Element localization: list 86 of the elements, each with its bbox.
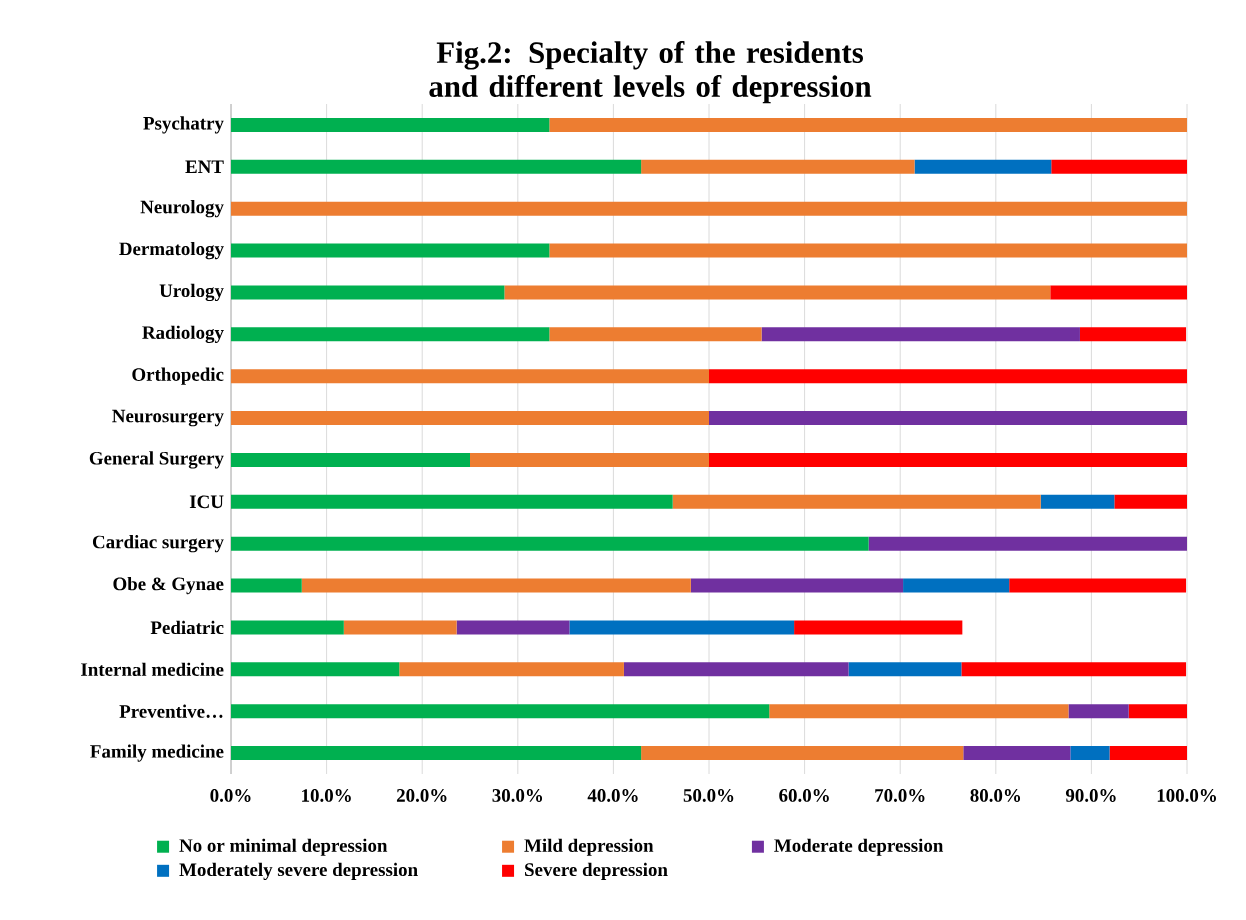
x-tick-label: 100.0% bbox=[1157, 789, 1216, 802]
bar bbox=[641, 159, 915, 174]
y-tick-label: Pediatric bbox=[150, 620, 224, 635]
x-tick-label: 0.0% bbox=[210, 789, 251, 802]
bar bbox=[231, 452, 470, 467]
bar bbox=[1009, 578, 1187, 593]
bar bbox=[301, 578, 691, 593]
chart-title: Fig.2: Specialty of the residents and different levels of depression bbox=[429, 41, 872, 104]
bar bbox=[231, 494, 673, 509]
bar bbox=[231, 620, 344, 635]
bar bbox=[623, 662, 849, 677]
y-tick-label: Family medicine bbox=[90, 744, 224, 762]
bar bbox=[961, 662, 1187, 677]
bar bbox=[1068, 704, 1129, 719]
bar bbox=[569, 620, 795, 635]
bar bbox=[231, 285, 505, 300]
y-tick-label: Obe & Gynae bbox=[113, 576, 224, 595]
x-tick-label: 90.0% bbox=[1065, 789, 1116, 802]
bar bbox=[470, 452, 709, 467]
y-tick-label: Cardiac surgery bbox=[92, 535, 224, 553]
bar bbox=[794, 620, 963, 635]
x-tick-label: 40.0% bbox=[587, 789, 638, 802]
y-tick-label: General Surgery bbox=[89, 451, 224, 469]
bar bbox=[868, 536, 1188, 551]
bar bbox=[549, 327, 762, 342]
y-tick-label: ICU bbox=[189, 495, 224, 509]
x-tick-label: 50.0% bbox=[683, 789, 734, 802]
bar bbox=[1070, 746, 1110, 761]
bar bbox=[963, 746, 1071, 761]
bar bbox=[231, 243, 550, 258]
bar bbox=[231, 704, 770, 719]
bar bbox=[709, 369, 1188, 384]
bar bbox=[848, 662, 962, 677]
bar bbox=[343, 620, 457, 635]
legend-label: Mild depression bbox=[524, 838, 654, 856]
legend-label: No or minimal depression bbox=[179, 838, 388, 856]
bar bbox=[456, 620, 570, 635]
bar bbox=[903, 578, 1010, 593]
x-tick-label: 30.0% bbox=[492, 789, 543, 802]
bar bbox=[690, 578, 904, 593]
y-tick-label: Psychatry bbox=[143, 116, 224, 134]
legend-label: Severe depression bbox=[525, 862, 668, 880]
y-tick-label: Preventive… bbox=[119, 704, 223, 718]
bar bbox=[231, 536, 869, 551]
y-tick-label: Urology bbox=[159, 283, 224, 302]
bar bbox=[504, 285, 1051, 300]
y-tick-label: Neurosurgery bbox=[112, 409, 224, 427]
y-tick-label: Neurology bbox=[140, 200, 224, 218]
bar bbox=[641, 746, 964, 761]
bar bbox=[231, 117, 550, 132]
bar bbox=[231, 411, 709, 426]
bar bbox=[231, 327, 550, 342]
bar bbox=[914, 159, 1052, 174]
bar bbox=[399, 662, 624, 677]
bar bbox=[1109, 746, 1188, 761]
bar bbox=[709, 411, 1188, 426]
legend-label: Moderate depression bbox=[774, 838, 944, 856]
x-tick-label: 20.0% bbox=[396, 789, 447, 802]
bar bbox=[1079, 327, 1187, 342]
x-tick-label: 60.0% bbox=[779, 789, 829, 802]
bar bbox=[769, 704, 1069, 719]
y-tick-label: Orthopedic bbox=[132, 367, 224, 385]
bar bbox=[1040, 494, 1115, 509]
bar bbox=[231, 159, 642, 174]
bar bbox=[672, 494, 1041, 509]
legend-label: Moderately severe depression bbox=[179, 862, 418, 880]
bar bbox=[231, 369, 709, 384]
bar bbox=[1114, 494, 1188, 509]
y-tick-label: Radiology bbox=[142, 325, 224, 343]
y-tick-label: Dermatology bbox=[119, 241, 224, 260]
bar bbox=[1051, 159, 1188, 174]
bar bbox=[231, 746, 642, 761]
bar bbox=[709, 452, 1188, 467]
x-tick-label: 70.0% bbox=[875, 789, 925, 802]
y-tick-label: ENT bbox=[185, 160, 224, 174]
bar bbox=[231, 662, 400, 677]
bar bbox=[761, 327, 1080, 342]
bar bbox=[231, 578, 302, 593]
bar bbox=[549, 243, 1188, 258]
x-tick-label: 80.0% bbox=[970, 789, 1021, 802]
y-tick-label: Internal medicine bbox=[81, 662, 224, 676]
bar bbox=[549, 117, 1188, 132]
bar bbox=[1128, 704, 1188, 719]
bar bbox=[231, 201, 1188, 216]
bar bbox=[1050, 285, 1188, 300]
x-tick-label: 10.0% bbox=[302, 789, 351, 802]
